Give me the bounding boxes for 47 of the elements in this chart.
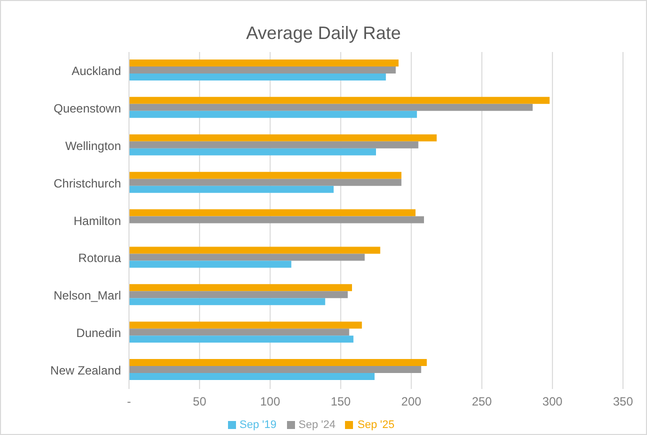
x-tick-label: 100 — [260, 394, 280, 409]
bar — [129, 291, 348, 298]
y-tick-label: Christchurch — [54, 176, 121, 190]
bar — [129, 186, 334, 193]
bar — [129, 373, 375, 380]
y-tick-label: Dunedin — [76, 326, 121, 340]
bar — [129, 104, 533, 111]
bar — [129, 172, 402, 179]
x-tick-label: - — [127, 394, 131, 409]
y-tick-label: Wellington — [65, 138, 121, 153]
y-tick-label: New Zealand — [50, 364, 121, 378]
bar — [129, 328, 350, 336]
x-tick-label: 200 — [401, 394, 422, 409]
bar — [129, 322, 362, 329]
y-tick-label: Auckland — [72, 64, 121, 78]
bar — [129, 298, 326, 306]
bar — [129, 209, 416, 216]
y-tick-label: Queenstown — [54, 101, 121, 116]
bar — [129, 366, 422, 374]
bar — [129, 59, 399, 66]
bar — [129, 66, 396, 74]
bar — [129, 359, 427, 366]
bar — [129, 254, 365, 261]
bar — [129, 110, 417, 118]
bar — [129, 336, 354, 343]
y-tick-label: Rotorua — [78, 251, 122, 266]
legend-label: Sep '19 — [240, 419, 277, 431]
y-tick-label: Nelson_Marl — [54, 288, 121, 303]
bar — [129, 246, 380, 254]
x-tick-label: 350 — [612, 394, 634, 409]
legend-label: Sep '24 — [298, 419, 336, 431]
bar — [129, 141, 418, 148]
bar — [129, 284, 352, 292]
bar — [129, 260, 292, 268]
bar — [129, 216, 424, 224]
bar — [129, 178, 402, 186]
bar — [129, 96, 550, 104]
x-tick-label: 150 — [330, 394, 352, 409]
bar — [129, 148, 376, 156]
x-tick-label: 250 — [472, 394, 492, 409]
x-tick-label: 50 — [192, 394, 207, 409]
bar — [129, 73, 386, 80]
x-tick-label: 300 — [542, 394, 563, 409]
legend-label: Sep '25 — [357, 419, 394, 431]
y-tick-label: Hamilton — [74, 214, 121, 228]
bar — [129, 134, 437, 142]
chart-title: Average Daily Rate — [245, 23, 402, 44]
